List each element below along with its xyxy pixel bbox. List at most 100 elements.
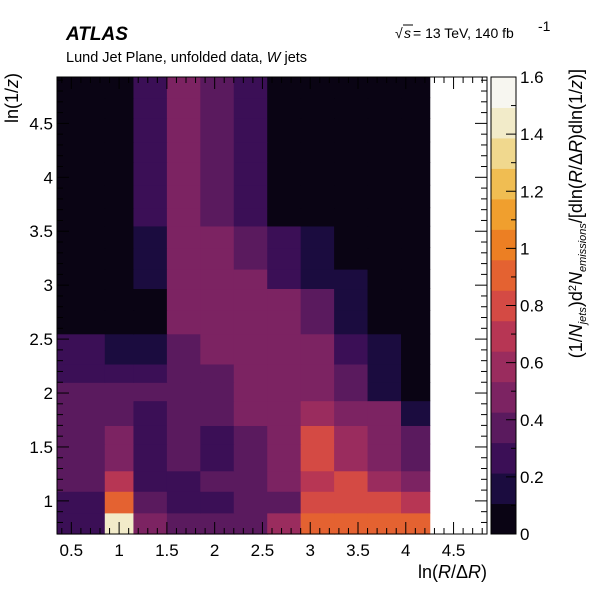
heatmap-cell — [133, 443, 168, 472]
heatmap-cell — [133, 470, 168, 492]
heatmap-cell — [166, 141, 201, 163]
heatmap-cell — [133, 225, 168, 249]
heatmap-cell — [401, 425, 431, 445]
heatmap-cell — [300, 117, 335, 143]
heatmap-cell — [367, 77, 402, 99]
heatmap-cell — [367, 363, 402, 383]
heatmap-cell — [300, 309, 335, 335]
heatmap-cell — [166, 268, 201, 290]
heatmap-cell — [166, 382, 201, 402]
heatmap-cell — [334, 207, 369, 227]
heatmap-cell — [267, 333, 302, 365]
colorbar-segment — [491, 168, 516, 200]
heatmap-cell — [267, 141, 302, 163]
heatmap-cell — [104, 117, 135, 143]
heatmap-cell — [200, 425, 235, 445]
heatmap-cell — [133, 491, 168, 514]
x-tick-label: 4 — [401, 541, 410, 560]
heatmap-cell — [166, 309, 201, 335]
heatmap-cell — [200, 162, 235, 186]
sqrt-s-text: s — [404, 25, 411, 41]
heatmap-cell — [401, 97, 431, 119]
heatmap-cell — [57, 512, 106, 535]
heatmap-cell — [267, 184, 302, 209]
heatmap-cell — [367, 268, 402, 290]
z-tick-label: 0.6 — [520, 354, 544, 373]
heatmap-cell — [166, 470, 201, 492]
heatmap-cell — [57, 443, 106, 472]
heatmap-cell — [104, 207, 135, 227]
heatmap-cell — [166, 491, 201, 514]
heatmap-cell — [367, 443, 402, 472]
heatmap-cell — [300, 443, 335, 472]
heatmap-cell — [267, 425, 302, 445]
heatmap-cell — [334, 309, 369, 335]
heatmap-cell — [267, 363, 302, 383]
heatmap-cell — [233, 512, 268, 535]
heatmap-cell — [200, 443, 235, 472]
heatmap-cell — [233, 117, 268, 143]
heatmap-cell — [104, 400, 135, 426]
z-axis-title: (1/Njets)d2Nemissions/[dln(R/ΔR)dln(1/z)… — [566, 69, 589, 358]
colorbar-segment — [491, 442, 516, 474]
heatmap-cell — [367, 470, 402, 492]
heatmap-cell — [233, 400, 268, 426]
x-tick-label: 1 — [114, 541, 123, 560]
z-tick-label: 0.8 — [520, 297, 544, 316]
heatmap-cell — [300, 225, 335, 249]
heatmap-cell — [133, 184, 168, 209]
heatmap-cell — [57, 117, 106, 143]
heatmap-cell — [401, 77, 431, 99]
heatmap-cell — [104, 268, 135, 290]
heatmap-cell — [57, 207, 106, 227]
heatmap-cell — [57, 400, 106, 426]
heatmap-cell — [200, 382, 235, 402]
colorbar-segment — [491, 381, 516, 413]
heatmap-cell — [334, 491, 369, 514]
heatmap-cell — [334, 97, 369, 119]
heatmap-cell — [367, 288, 402, 311]
heatmap-cell — [300, 382, 335, 402]
heatmap-cell — [367, 117, 402, 143]
heatmap-cell — [401, 512, 431, 535]
heatmap-cell — [57, 309, 106, 335]
x-tick-label: 0.5 — [60, 541, 84, 560]
heatmap-cell — [57, 491, 106, 514]
heatmap-cell — [200, 470, 235, 492]
heatmap-cell — [367, 162, 402, 186]
colorbar-segment — [491, 320, 516, 352]
heatmap-cell — [233, 382, 268, 402]
heatmap-cell — [200, 247, 235, 270]
x-axis-title: ln(R/ΔR) — [418, 562, 487, 582]
heatmap-cell — [267, 268, 302, 290]
heatmap-cell — [233, 309, 268, 335]
colorbar-axis: 0 0.2 0.4 0.6 0.8 1 1.2 1.4 1.6 — [506, 68, 544, 544]
heatmap-cell — [267, 288, 302, 311]
heatmap-cell — [401, 184, 431, 209]
colorbar-segment — [491, 412, 516, 444]
heatmap-cell — [300, 470, 335, 492]
heatmap-cell — [334, 77, 369, 99]
heatmap-cell — [104, 247, 135, 270]
heatmap-cell — [233, 470, 268, 492]
heatmap-cell — [104, 382, 135, 402]
lumi-exponent: -1 — [538, 18, 551, 34]
heatmap-cell — [200, 309, 235, 335]
heatmap-cell — [367, 425, 402, 445]
heatmap-cell — [334, 512, 369, 535]
heatmap-cell — [334, 225, 369, 249]
heatmap-cell — [233, 207, 268, 227]
heatmap-cell — [133, 162, 168, 186]
colorbar-segment — [491, 259, 516, 291]
x-tick-label: 3.5 — [346, 541, 370, 560]
heatmap-cell — [104, 443, 135, 472]
heatmap-cell — [200, 117, 235, 143]
heatmap-cell — [267, 470, 302, 492]
heatmap-cell — [233, 141, 268, 163]
heatmap-cell — [133, 77, 168, 99]
heatmap-cell — [133, 333, 168, 365]
heatmap-cell — [166, 207, 201, 227]
colorbar-segment — [491, 351, 516, 383]
y-axis-title: ln(1/z) — [2, 73, 22, 123]
